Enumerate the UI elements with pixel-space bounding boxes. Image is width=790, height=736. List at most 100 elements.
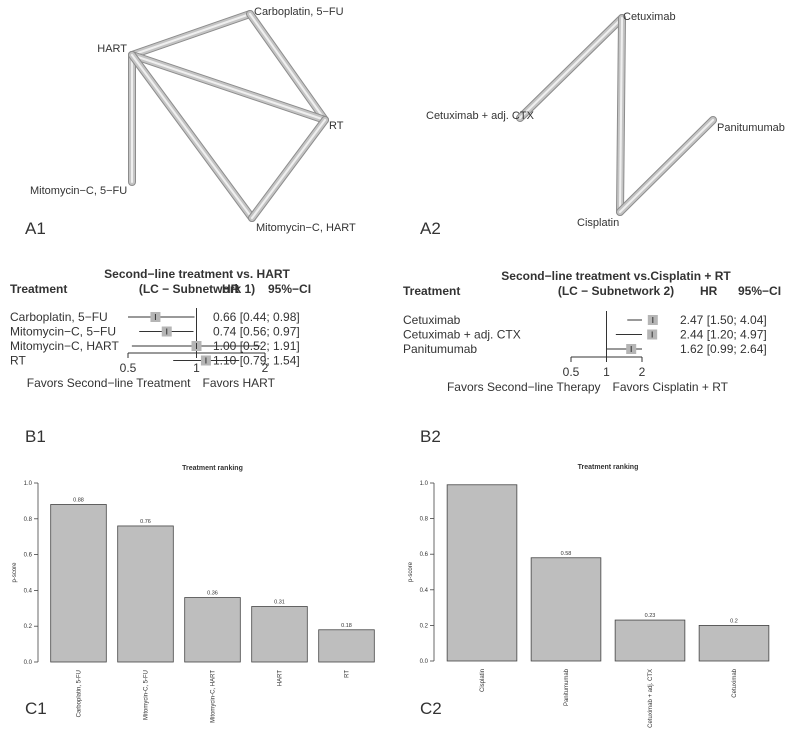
forest-col-ci: 95%−CI <box>268 282 311 296</box>
forest-row-label: Mitomycin−C, HART <box>10 339 119 353</box>
network-edge-highlight <box>618 16 624 214</box>
panel-label-a1: A1 <box>25 219 46 238</box>
forest-favors-right: Favors HART <box>203 376 276 390</box>
bar-chart-title: Treatment ranking <box>182 465 243 472</box>
bar <box>446 484 518 662</box>
bar-category-label: Mitomycin-C, HART <box>211 670 217 723</box>
bar-chart-y-tick-label: 0.2 <box>24 624 33 630</box>
forest-row-value: 2.47 [1.50; 4.04] <box>680 313 767 327</box>
bar <box>184 597 241 663</box>
bar-category-label: Cetuximab + adj. CTX <box>648 669 654 728</box>
bar-category-label: HART <box>278 670 284 687</box>
network-edge-highlight <box>250 118 327 220</box>
bar-value-label: 0.76 <box>140 519 151 525</box>
bar-chart-y-tick-label: 0.0 <box>24 660 33 666</box>
bar-chart-c2: Treatment ranking p-score 0.0 0.2 0.4 0.6 0.8 1… <box>408 464 770 728</box>
network-plot-a1: HART Carboplatin, 5−FU RT Mitomycin−C, 5−FU… <box>30 6 356 234</box>
bar-value-label: 0.31 <box>274 600 285 606</box>
forest-row-value: 0.66 [0.44; 0.98] <box>213 310 300 324</box>
bar-chart-y-tick-label: 0.0 <box>420 659 429 665</box>
forest-row-label: Panitumumab <box>403 342 477 356</box>
forest-title: Second−line treatment vs.Cisplatin + RT <box>501 269 731 283</box>
bar-chart-ylabel: p-score <box>12 562 18 583</box>
panel-label-c2: C2 <box>420 699 442 718</box>
bar-chart-y-tick-label: 0.8 <box>24 517 33 523</box>
network-node-label: RT <box>329 120 344 132</box>
forest-row-value: 1.00 [0.52; 1.91] <box>213 339 300 353</box>
bar-category-label: Mitomycin-C, 5-FU <box>144 670 150 720</box>
network-node-label: Mitomycin−C, HART <box>256 222 356 234</box>
forest-col-hr: HR <box>222 282 240 296</box>
forest-favors-left: Favors Second−line Therapy <box>447 380 601 394</box>
network-edge-highlight <box>130 53 254 220</box>
bar-chart-y-tick-label: 0.2 <box>420 623 429 629</box>
network-node-label: Panitumumab <box>717 122 785 134</box>
forest-row-value: 2.44 [1.20; 4.97] <box>680 328 767 342</box>
forest-row-label: Cetuximab <box>403 313 461 327</box>
bar-chart-y-tick-label: 0.6 <box>420 552 429 558</box>
bar <box>318 629 375 663</box>
forest-col-ci: 95%−CI <box>738 284 781 298</box>
panel-label-b2: B2 <box>420 427 441 446</box>
network-node-label: Cetuximab + adj. CTX <box>426 110 535 122</box>
bar-value-label: 0.58 <box>561 551 572 557</box>
bar-chart-y-tick-label: 0.8 <box>420 517 429 523</box>
forest-favors-right: Favors Cisplatin + RT <box>613 380 729 394</box>
forest-x-tick-label: 0.5 <box>120 361 137 375</box>
forest-plot-b1: Second−line treatment vs. HART(LC − Subn… <box>10 267 311 390</box>
bar-value-label: 0.2 <box>730 618 738 624</box>
forest-row-label: Cetuximab + adj. CTX <box>403 328 521 342</box>
network-plot-a2: Cetuximab Cetuximab + adj. CTX Panitumumab… <box>426 11 785 229</box>
forest-subtitle: (LC − Subnetwork 2) <box>558 284 674 298</box>
bar-value-label: 0.88 <box>73 497 84 503</box>
bar-category-label: RT <box>345 670 351 678</box>
network-node-label: Cisplatin <box>577 217 619 229</box>
forest-row-value: 0.74 [0.56; 0.97] <box>213 325 300 339</box>
forest-subtitle: (LC − Subnetwork 1) <box>139 282 255 296</box>
network-edge-highlight <box>518 16 624 120</box>
forest-x-tick-label: 2 <box>639 365 646 379</box>
forest-col-hr: HR <box>700 284 718 298</box>
bar-chart-y-tick-label: 0.4 <box>420 588 429 594</box>
bar-category-label: Cisplatin <box>480 669 486 692</box>
bar-chart-c1: Treatment ranking p-score 0.0 0.2 0.4 0.6 0.8 1… <box>12 465 375 723</box>
panel-label-c1: C1 <box>25 699 47 718</box>
bar <box>50 504 107 663</box>
forest-row-label: Carboplatin, 5−FU <box>10 310 108 324</box>
bar <box>530 557 602 662</box>
bar <box>117 525 174 663</box>
forest-title: Second−line treatment vs. HART <box>104 267 290 281</box>
forest-row-value: 1.10 [0.79; 1.54] <box>213 354 300 368</box>
network-edge-highlight <box>618 118 715 214</box>
bar-value-label: 0.36 <box>207 591 218 597</box>
panel-label-a2: A2 <box>420 219 441 238</box>
bar-chart-y-tick-label: 0.4 <box>24 588 33 594</box>
network-node-label: HART <box>97 43 127 55</box>
bar-chart-ylabel: p-score <box>408 561 414 582</box>
forest-x-tick-label: 2 <box>262 361 269 375</box>
bar-category-label: Panitumumab <box>564 668 570 706</box>
forest-row-value: 1.62 [0.99; 2.64] <box>680 342 767 356</box>
network-node-label: Cetuximab <box>623 11 676 23</box>
bar-value-label: 0.23 <box>645 613 656 619</box>
forest-x-tick-label: 1 <box>603 365 610 379</box>
network-node-label: Mitomycin−C, 5−FU <box>30 185 127 197</box>
network-edge-highlight <box>248 12 327 122</box>
bar-chart-title: Treatment ranking <box>578 464 639 471</box>
network-edge-highlight <box>130 12 252 57</box>
forest-plot-b2: Second−line treatment vs.Cisplatin + RT(… <box>403 269 781 394</box>
forest-col-treatment: Treatment <box>403 284 460 298</box>
forest-x-tick-label: 1 <box>193 361 200 375</box>
forest-row-label: RT <box>10 354 26 368</box>
network-edge-highlight <box>130 53 327 122</box>
forest-col-treatment: Treatment <box>10 282 67 296</box>
bar-category-label: Cetuximab <box>732 668 738 697</box>
bar-chart-y-tick-label: 0.6 <box>24 553 33 559</box>
bar-value-label: 0.18 <box>341 623 352 629</box>
forest-row-label: Mitomycin−C, 5−FU <box>10 325 116 339</box>
bar <box>614 619 686 662</box>
bar-chart-y-tick-label: 1.0 <box>24 481 33 487</box>
forest-favors-left: Favors Second−line Treatment <box>27 376 191 390</box>
bar-category-label: Carboplatin, 5-FU <box>77 670 83 717</box>
